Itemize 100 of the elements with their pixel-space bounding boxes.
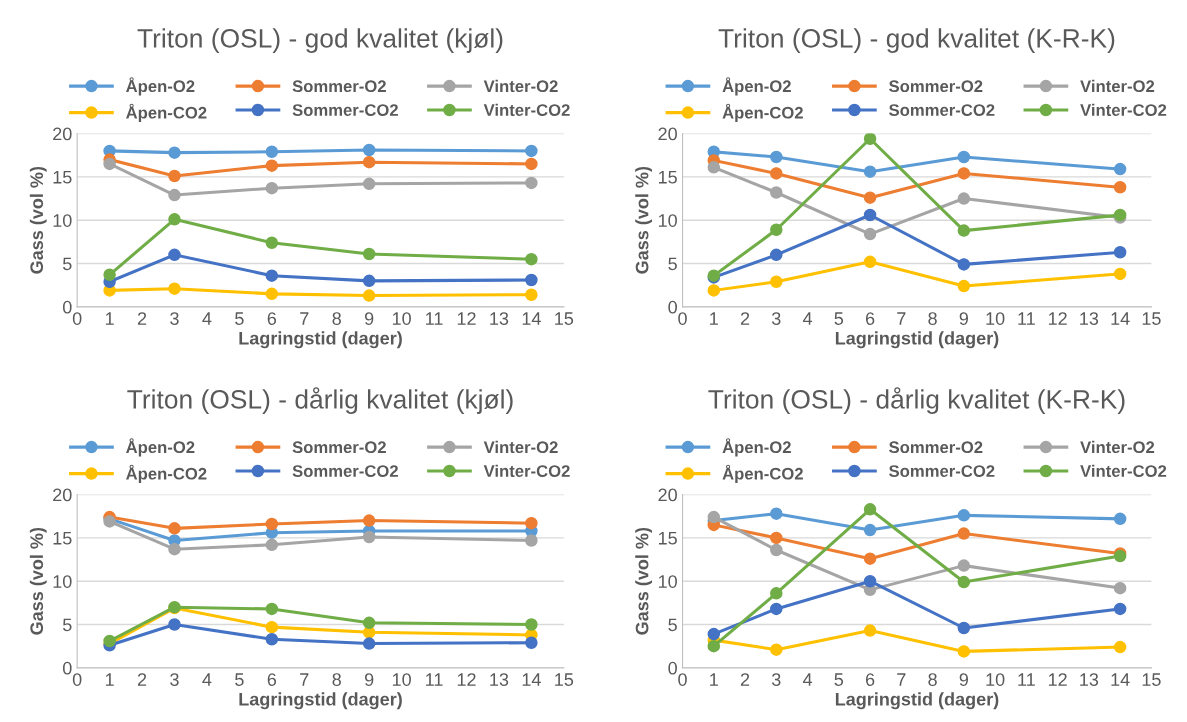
y-tick-label: 0 (62, 300, 72, 314)
x-tick-label: 5 (235, 312, 244, 325)
x-tick-label: 2 (137, 312, 147, 325)
x-tick-label: 1 (105, 673, 114, 686)
x-axis-title: Lagringstid (dager) (835, 331, 999, 349)
x-axis-title: Lagringstid (dager) (239, 692, 402, 710)
y-tick-label: 20 (658, 127, 677, 141)
legend-label: Vinter-O2 (1080, 79, 1155, 93)
x-axis-title: Lagringstid (dager) (239, 331, 402, 349)
legend-label: Åpen-CO2 (722, 464, 803, 483)
y-axis-title: Gass (vol %) (635, 166, 653, 274)
x-tick-label: 3 (170, 673, 179, 686)
x-tick-label: 1 (710, 673, 718, 686)
x-tick-label: 6 (865, 673, 875, 686)
x-tick-label: 4 (202, 673, 212, 686)
legend-label: Sommer-O2 (889, 80, 983, 93)
chart-title: Triton (OSL) - god kvalitet (kjøl) (137, 28, 503, 53)
x-tick-label: 9 (364, 312, 374, 325)
x-tick-label: 11 (1018, 673, 1035, 686)
y-tick-label: 10 (658, 214, 677, 227)
y-tick-label: 5 (62, 257, 72, 271)
y-tick-label: 5 (668, 257, 677, 271)
x-tick-label: 2 (740, 312, 750, 325)
y-tick-label: 15 (53, 532, 72, 545)
y-tick-label: 15 (658, 171, 677, 184)
x-tick-label: 12 (1048, 312, 1067, 325)
y-axis-title: Gass (vol %) (29, 166, 47, 274)
x-tick-label: 8 (928, 312, 937, 325)
x-tick-label: 7 (300, 312, 309, 325)
y-tick-label: 20 (53, 127, 72, 141)
x-tick-label: 10 (392, 312, 411, 325)
x-tick-label: 2 (740, 673, 750, 686)
x-tick-label: 14 (522, 673, 541, 686)
legend-label: Sommer-O2 (292, 441, 386, 454)
x-tick-label: 3 (771, 673, 781, 686)
y-tick-label: 20 (658, 488, 677, 502)
x-tick-label: 15 (555, 312, 574, 325)
x-tick-label: 0 (72, 312, 82, 325)
legend-label: Vinter-CO2 (1080, 464, 1167, 477)
x-tick-label: 8 (332, 673, 341, 686)
x-tick-label: 1 (105, 312, 114, 325)
legend-label: Åpen-O2 (126, 438, 195, 457)
legend-label: Åpen-CO2 (722, 103, 803, 122)
x-tick-label: 15 (1142, 312, 1161, 325)
x-tick-label: 4 (802, 673, 813, 686)
x-tick-label: 15 (555, 673, 574, 686)
x-axis-title: Lagringstid (dager) (835, 692, 999, 710)
x-tick-label: 12 (1048, 673, 1067, 686)
x-tick-label: 6 (267, 312, 277, 325)
chart-title: Triton (OSL) - god kvalitet (K-R-K) (718, 28, 1115, 53)
legend-label: Vinter-CO2 (483, 464, 570, 477)
x-tick-label: 4 (802, 312, 813, 325)
y-tick-label: 5 (668, 618, 677, 632)
y-tick-label: 20 (53, 488, 72, 502)
x-tick-label: 10 (986, 673, 1005, 686)
chart-title: Triton (OSL) - dårlig kvalitet (K-R-K) (708, 387, 1125, 414)
x-tick-label: 14 (1111, 673, 1130, 686)
x-tick-label: 15 (1142, 673, 1161, 686)
y-tick-label: 10 (53, 575, 72, 588)
x-tick-label: 4 (202, 312, 212, 325)
legend-label: Åpen-CO2 (126, 103, 207, 122)
x-tick-label: 7 (897, 673, 906, 686)
x-tick-label: 14 (1111, 312, 1130, 325)
x-tick-label: 13 (1080, 673, 1099, 686)
x-tick-label: 13 (490, 312, 509, 325)
y-axis-title: Gass (vol %) (29, 527, 47, 635)
legend-label: Vinter-CO2 (483, 103, 570, 116)
x-tick-label: 3 (771, 312, 781, 325)
legend-label: Åpen-O2 (722, 438, 791, 457)
legend-label: Åpen-CO2 (126, 464, 207, 483)
legend-label: Sommer-CO2 (292, 465, 398, 477)
x-tick-label: 12 (457, 673, 476, 686)
x-tick-label: 11 (426, 673, 443, 686)
x-tick-label: 10 (986, 312, 1005, 325)
y-tick-label: 0 (668, 661, 677, 675)
y-axis-title: Gass (vol %) (635, 527, 653, 635)
y-tick-label: 0 (668, 300, 677, 314)
x-tick-label: 7 (300, 673, 309, 686)
x-tick-label: 12 (457, 312, 476, 325)
y-tick-label: 10 (53, 214, 72, 227)
legend-label: Sommer-O2 (292, 80, 386, 93)
legend-label: Sommer-CO2 (889, 104, 995, 116)
legend-label: Sommer-CO2 (292, 104, 398, 116)
x-tick-label: 11 (1018, 312, 1035, 325)
x-tick-label: 9 (959, 673, 969, 686)
x-tick-label: 3 (170, 312, 179, 325)
x-tick-label: 5 (235, 673, 244, 686)
x-tick-label: 6 (267, 673, 277, 686)
legend-label: Åpen-O2 (126, 77, 195, 96)
legend-label: Vinter-O2 (483, 440, 558, 454)
y-tick-label: 0 (62, 661, 72, 675)
x-tick-label: 0 (678, 673, 687, 686)
x-tick-label: 1 (710, 312, 718, 325)
legend-label: Åpen-O2 (722, 77, 791, 96)
y-tick-label: 5 (62, 618, 72, 632)
x-tick-label: 5 (834, 673, 844, 686)
x-tick-label: 9 (364, 673, 374, 686)
x-tick-label: 5 (834, 312, 844, 325)
y-tick-label: 15 (658, 532, 677, 545)
x-tick-label: 13 (1080, 312, 1099, 325)
